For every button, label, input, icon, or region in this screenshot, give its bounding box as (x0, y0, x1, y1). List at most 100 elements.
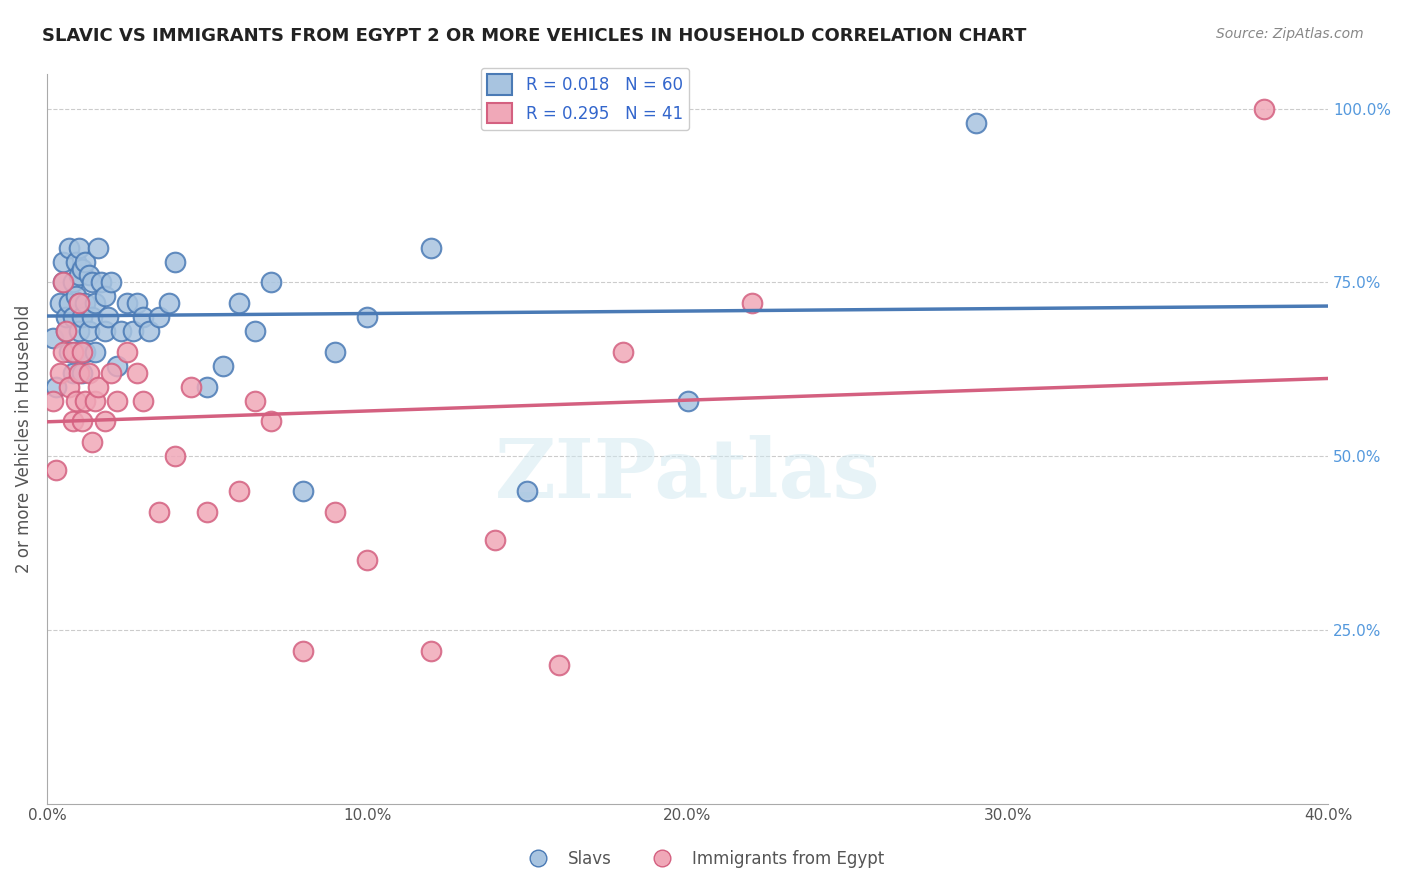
Point (75, 296, 97, 310)
Point (243, 393, 266, 408)
Point (65, 254, 87, 268)
Text: ZIPatlas: ZIPatlas (495, 435, 880, 516)
Point (42, 393, 65, 408)
Point (62, 310, 84, 325)
Point (55, 324, 77, 338)
Point (84, 393, 107, 408)
Point (45, 463, 67, 477)
Point (77, 366, 100, 380)
Point (228, 296, 250, 310)
Point (52, 276, 75, 290)
Point (65, 345, 87, 359)
Point (70, 345, 93, 359)
Text: Source: ZipAtlas.com: Source: ZipAtlas.com (1216, 27, 1364, 41)
Point (292, 483, 315, 498)
Point (65, 289, 87, 303)
Point (58, 379, 80, 393)
Point (52, 345, 75, 359)
Point (55, 324, 77, 338)
Point (75, 254, 97, 268)
Point (77, 268, 100, 283)
Point (323, 345, 346, 359)
Legend: Slavs, Immigrants from Egypt: Slavs, Immigrants from Egypt (515, 844, 891, 875)
Point (65, 393, 87, 408)
Point (180, 379, 202, 393)
Point (148, 505, 170, 519)
Point (77, 324, 100, 338)
Point (70, 310, 93, 325)
Point (195, 379, 218, 393)
Point (516, 483, 538, 498)
Point (212, 359, 235, 373)
Point (93, 324, 115, 338)
Point (138, 324, 160, 338)
Point (100, 366, 122, 380)
Point (110, 324, 132, 338)
Point (195, 505, 218, 519)
Point (157, 296, 180, 310)
Point (67, 268, 90, 283)
Point (48, 296, 70, 310)
Point (965, 115, 987, 129)
Point (122, 324, 145, 338)
Point (163, 449, 186, 463)
Point (62, 276, 84, 290)
Point (75, 393, 97, 408)
Point (70, 414, 93, 428)
Point (87, 241, 110, 255)
Point (741, 296, 763, 310)
Point (115, 296, 138, 310)
Point (125, 296, 148, 310)
Point (125, 366, 148, 380)
Point (48, 366, 70, 380)
Point (105, 393, 128, 408)
Point (260, 276, 283, 290)
Point (97, 310, 120, 325)
Point (548, 657, 571, 672)
Point (70, 261, 93, 276)
Point (93, 289, 115, 303)
Point (62, 414, 84, 428)
Point (323, 505, 346, 519)
Point (58, 241, 80, 255)
Point (132, 310, 155, 325)
Point (67, 241, 90, 255)
Point (100, 276, 122, 290)
Point (52, 254, 75, 268)
Point (260, 414, 283, 428)
Point (45, 379, 67, 393)
Point (80, 276, 103, 290)
Point (52, 276, 75, 290)
Point (420, 241, 443, 255)
Point (62, 345, 84, 359)
Point (420, 644, 443, 658)
Point (356, 553, 378, 567)
Point (148, 310, 170, 325)
Point (55, 310, 77, 325)
Point (84, 345, 107, 359)
Point (132, 393, 155, 408)
Point (67, 296, 90, 310)
Point (90, 276, 112, 290)
Point (84, 296, 107, 310)
Point (484, 533, 506, 547)
Point (228, 483, 250, 498)
Point (58, 345, 80, 359)
Point (70, 366, 93, 380)
Y-axis label: 2 or more Vehicles in Household: 2 or more Vehicles in Household (15, 305, 32, 573)
Point (163, 254, 186, 268)
Point (75, 345, 97, 359)
Point (42, 331, 65, 345)
Point (80, 435, 103, 450)
Point (105, 359, 128, 373)
Point (356, 310, 378, 325)
Point (676, 393, 699, 408)
Point (115, 345, 138, 359)
Point (612, 345, 634, 359)
Point (87, 379, 110, 393)
Point (58, 296, 80, 310)
Legend: R = 0.018   N = 60, R = 0.295   N = 41: R = 0.018 N = 60, R = 0.295 N = 41 (481, 68, 689, 130)
Point (93, 414, 115, 428)
Point (292, 644, 315, 658)
Point (80, 310, 103, 325)
